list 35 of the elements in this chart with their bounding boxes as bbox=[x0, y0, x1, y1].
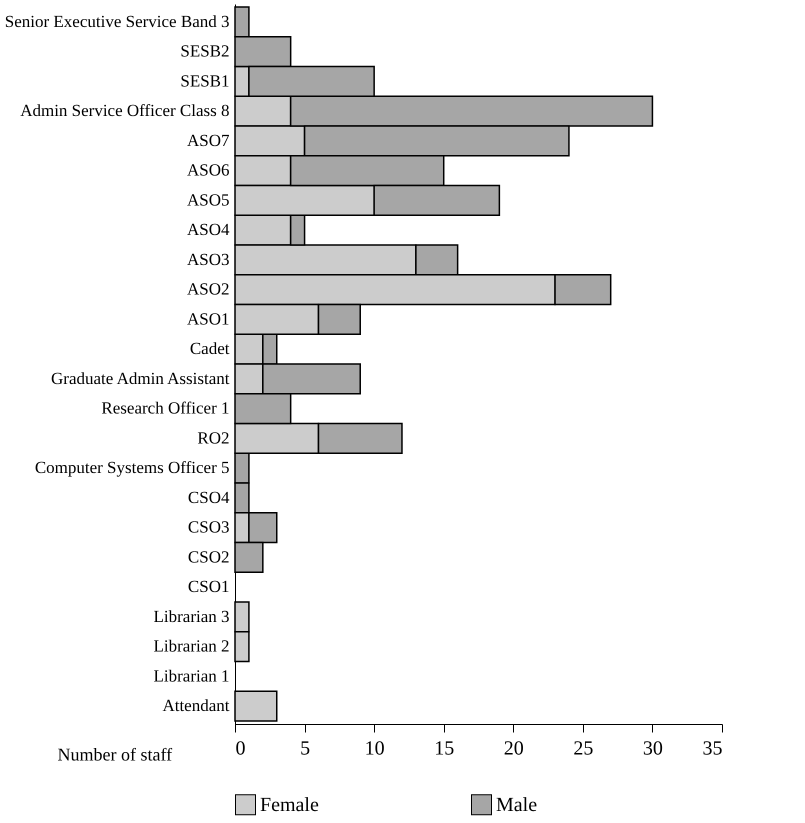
x-tick-label: 25 bbox=[573, 738, 594, 760]
y-tick-label: Admin Service Officer Class 8 bbox=[20, 101, 230, 120]
y-tick-label: ASO7 bbox=[186, 130, 230, 150]
y-tick-label: Computer Systems Officer 5 bbox=[34, 458, 230, 478]
legend-label: Female bbox=[260, 794, 319, 816]
y-tick-label: CSO3 bbox=[188, 518, 230, 537]
y-tick-label: Research Officer 1 bbox=[101, 398, 230, 418]
x-tick-label: 35 bbox=[702, 738, 722, 760]
y-tick-label: CSO4 bbox=[188, 488, 230, 507]
y-tick-label: SESB2 bbox=[180, 42, 230, 61]
y-tick-label: Senior Executive Service Band 3 bbox=[4, 12, 230, 31]
y-tick-label: Attendant bbox=[162, 696, 230, 716]
x-axis-title: Number of staff bbox=[58, 744, 172, 764]
y-tick-label: RO2 bbox=[197, 428, 230, 448]
y-tick-label: Librarian 1 bbox=[154, 666, 230, 686]
y-tick-label: ASO1 bbox=[186, 309, 230, 328]
y-tick-label: ASO2 bbox=[186, 280, 230, 299]
y-tick-label: CSO1 bbox=[188, 577, 230, 596]
x-tick-label: 10 bbox=[364, 738, 385, 760]
y-tick-label: Librarian 3 bbox=[154, 606, 230, 626]
y-tick-label: ASO4 bbox=[186, 220, 230, 240]
x-tick-label: 30 bbox=[642, 738, 663, 760]
x-tick-label: 0 bbox=[236, 738, 246, 760]
legend-label: Male bbox=[496, 794, 538, 816]
y-tick-label: CSO2 bbox=[188, 547, 230, 566]
x-tick-label: 15 bbox=[434, 738, 454, 760]
y-tick-label: Librarian 2 bbox=[154, 636, 230, 656]
y-tick-label: ASO3 bbox=[186, 250, 230, 269]
x-tick-label: 20 bbox=[504, 738, 524, 760]
y-tick-label: Graduate Admin Assistant bbox=[51, 368, 230, 388]
y-tick-label: ASO5 bbox=[186, 190, 230, 210]
x-tick-label: 5 bbox=[300, 738, 310, 760]
y-tick-label: ASO6 bbox=[186, 160, 230, 180]
y-tick-label: Cadet bbox=[190, 339, 230, 358]
y-tick-label: SESB1 bbox=[180, 71, 230, 90]
